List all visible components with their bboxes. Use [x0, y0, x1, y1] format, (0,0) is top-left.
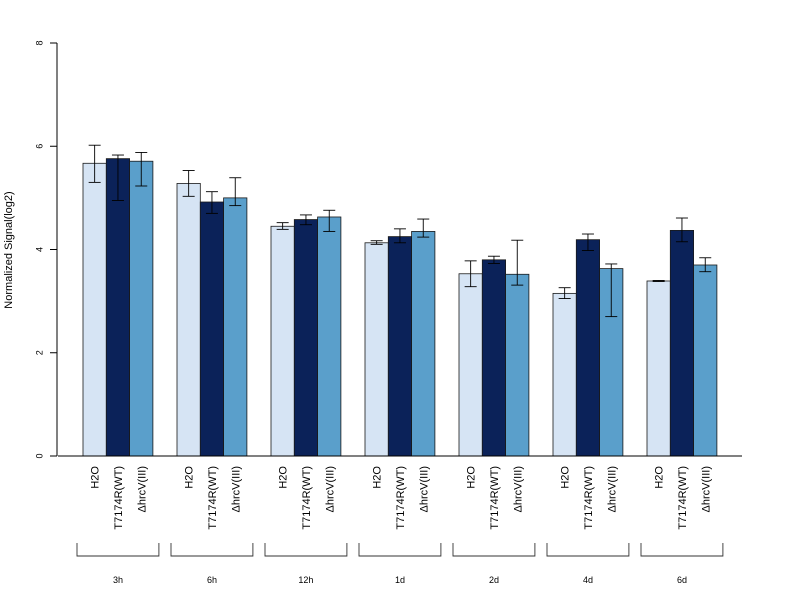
x-category-label: T7174R(WT)	[583, 466, 595, 530]
group-bracket	[452, 543, 536, 557]
group-label: 4d	[583, 575, 593, 585]
group-bracket	[358, 543, 442, 557]
bar	[176, 183, 201, 457]
bar	[575, 239, 600, 457]
x-category-label: ΔhrcV(III)	[324, 466, 336, 512]
x-category-label: ΔhrcV(III)	[418, 466, 430, 512]
bar	[129, 160, 154, 457]
x-category-label: T7174R(WT)	[677, 466, 689, 530]
group-label: 6d	[677, 575, 687, 585]
group-label: 1d	[395, 575, 405, 585]
x-category-label: ΔhrcV(III)	[230, 466, 242, 512]
y-axis-title: Normalized Signal(log2)	[3, 191, 15, 308]
bar	[223, 197, 248, 457]
x-category-label: ΔhrcV(III)	[512, 466, 524, 512]
bar	[481, 259, 506, 457]
x-category-label: T7174R(WT)	[207, 466, 219, 530]
y-tick-label: 8	[34, 40, 44, 45]
group-label: 12h	[298, 575, 313, 585]
bars-layer	[82, 158, 718, 457]
group-bracket	[76, 543, 160, 557]
bar	[82, 162, 107, 457]
bar	[199, 201, 225, 457]
bar	[669, 229, 694, 457]
error-bars-layer	[88, 144, 712, 318]
x-category-label: ΔhrcV(III)	[136, 466, 148, 512]
x-category-label: T7174R(WT)	[395, 466, 407, 530]
x-category-labels: H2O T7174R(WT) ΔhrcV(III) H2O T7174R(WT) Δhrc…	[90, 466, 713, 530]
bar	[270, 225, 295, 457]
x-category-label: T7174R(WT)	[113, 466, 125, 530]
x-category-label: H2O	[90, 466, 102, 489]
y-tick-label: 4	[34, 247, 44, 252]
x-category-label: H2O	[466, 466, 478, 489]
y-tick-label: 0	[34, 453, 44, 458]
x-category-label: ΔhrcV(III)	[606, 466, 618, 512]
bar	[293, 219, 318, 457]
y-axis: 0 2 4 6 8	[34, 40, 58, 459]
group-bracket	[546, 543, 630, 557]
x-category-label: ΔhrcV(III)	[700, 466, 712, 512]
bar	[458, 273, 483, 457]
group-bracket	[264, 543, 348, 557]
group-bracket	[170, 543, 254, 557]
x-category-label: H2O	[372, 466, 384, 489]
bar	[411, 231, 436, 457]
group-label: 6h	[207, 575, 217, 585]
x-category-label: H2O	[278, 466, 290, 489]
bar	[364, 242, 389, 457]
x-category-label: H2O	[184, 466, 196, 489]
group-label: 2d	[489, 575, 499, 585]
x-category-label: H2O	[560, 466, 572, 489]
x-category-label: T7174R(WT)	[301, 466, 313, 530]
group-label: 3h	[113, 575, 123, 585]
x-category-label: H2O	[654, 466, 666, 489]
bar	[693, 264, 718, 457]
group-brackets: 3h 6h 12h 1d 2d 4d 6d	[76, 543, 724, 585]
bar	[552, 292, 577, 457]
bar	[105, 158, 131, 457]
bar	[646, 280, 671, 457]
y-tick-label: 2	[34, 350, 44, 355]
group-bracket	[640, 543, 724, 557]
x-category-label: T7174R(WT)	[489, 466, 501, 530]
bar	[387, 236, 412, 457]
bar	[317, 216, 342, 457]
bar	[505, 273, 530, 457]
y-tick-label: 6	[34, 144, 44, 149]
